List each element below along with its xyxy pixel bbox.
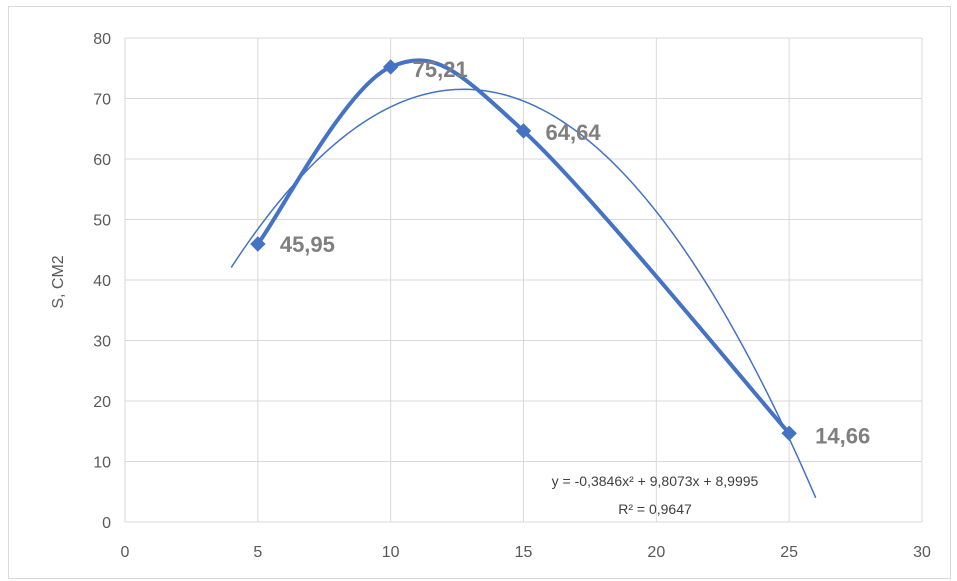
x-tick-label: 10 xyxy=(382,544,400,561)
data-label: 64,64 xyxy=(546,120,602,145)
trendline-equation: y = -0,3846x² + 9,8073x + 8,9995 xyxy=(552,473,759,489)
chart-frame xyxy=(8,6,951,579)
x-tick-label: 5 xyxy=(253,544,262,561)
series-layer xyxy=(250,58,797,442)
data-point-marker xyxy=(382,59,399,75)
data-point-marker xyxy=(781,425,797,442)
data-label: 14,66 xyxy=(815,423,870,448)
data-point-marker xyxy=(250,236,266,252)
x-tick-label: 20 xyxy=(647,544,665,561)
trendline-r-squared: R² = 0,9647 xyxy=(618,501,692,517)
data-label: 75,21 xyxy=(413,57,468,82)
trendline-layer xyxy=(230,88,817,499)
data-label: 45,95 xyxy=(280,232,335,257)
y-axis-title: S, CM2 xyxy=(50,255,67,308)
x-tick-label: 0 xyxy=(121,544,130,561)
x-tick-label: 15 xyxy=(515,544,533,561)
y-tick-label: 40 xyxy=(93,273,111,290)
y-tick-label: 0 xyxy=(102,515,111,532)
y-tick-label: 50 xyxy=(93,213,111,230)
y-tick-label: 20 xyxy=(93,394,111,411)
y-tick-label: 60 xyxy=(93,152,111,169)
y-tick-label: 80 xyxy=(93,31,111,48)
polynomial-trendline xyxy=(230,88,817,499)
label-layer: 0 10 20 30 40 50 60 70 80 0 5 10 15 20 25 30 45,95 75,21 6… xyxy=(93,31,931,561)
y-tick-label: 30 xyxy=(93,334,111,351)
data-point-marker xyxy=(515,123,532,139)
y-tick-label: 10 xyxy=(93,455,111,472)
x-tick-label: 30 xyxy=(913,544,931,561)
y-tick-label: 70 xyxy=(93,92,111,109)
series-line xyxy=(256,58,791,435)
grid xyxy=(124,37,923,523)
x-tick-label: 25 xyxy=(780,544,798,561)
